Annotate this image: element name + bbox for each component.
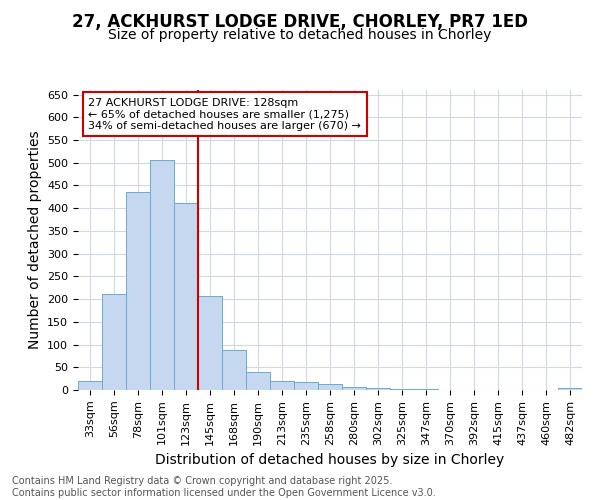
- Bar: [246, 372, 270, 390]
- Bar: [390, 389, 414, 390]
- Text: Contains HM Land Registry data © Crown copyright and database right 2025.
Contai: Contains HM Land Registry data © Crown c…: [12, 476, 436, 498]
- Bar: [150, 160, 174, 390]
- Y-axis label: Number of detached properties: Number of detached properties: [28, 130, 41, 350]
- Bar: [294, 382, 318, 390]
- Bar: [414, 389, 438, 390]
- Bar: [318, 384, 342, 390]
- Bar: [366, 388, 390, 390]
- Bar: [222, 350, 246, 390]
- Bar: [102, 294, 126, 390]
- Text: Size of property relative to detached houses in Chorley: Size of property relative to detached ho…: [109, 28, 491, 42]
- Text: 27, ACKHURST LODGE DRIVE, CHORLEY, PR7 1ED: 27, ACKHURST LODGE DRIVE, CHORLEY, PR7 1…: [72, 12, 528, 30]
- Bar: [558, 388, 582, 390]
- Bar: [126, 192, 150, 390]
- Bar: [174, 202, 198, 390]
- Bar: [198, 296, 222, 390]
- Bar: [78, 381, 102, 390]
- Bar: [270, 381, 294, 390]
- X-axis label: Distribution of detached houses by size in Chorley: Distribution of detached houses by size …: [155, 453, 505, 467]
- Bar: [342, 387, 366, 390]
- Text: 27 ACKHURST LODGE DRIVE: 128sqm
← 65% of detached houses are smaller (1,275)
34%: 27 ACKHURST LODGE DRIVE: 128sqm ← 65% of…: [88, 98, 361, 130]
